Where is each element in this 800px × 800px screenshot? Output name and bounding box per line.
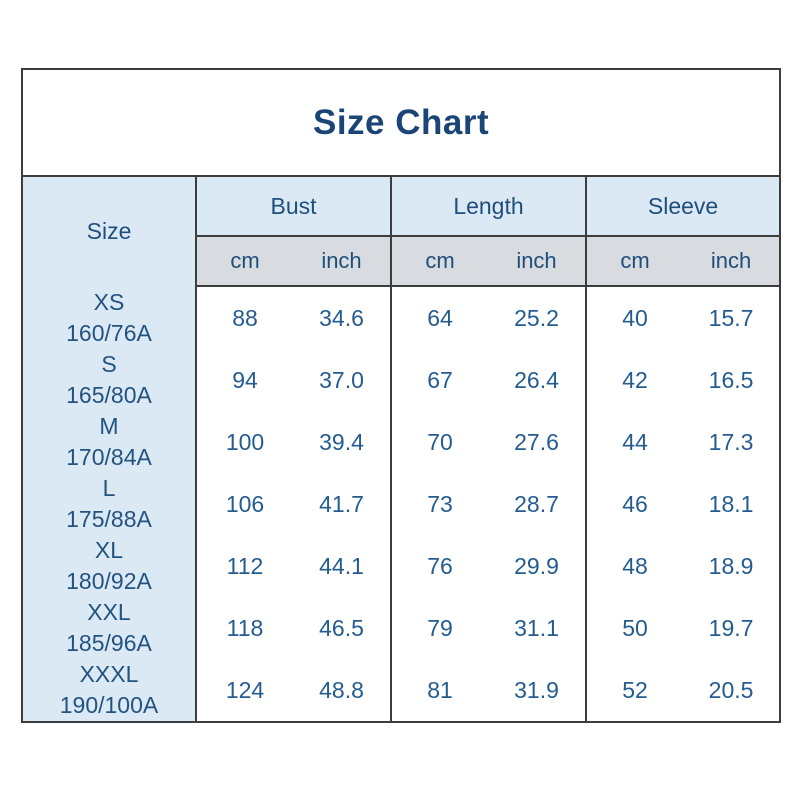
length-cm-value: 76: [390, 535, 488, 597]
bust-inch-value: 46.5: [293, 597, 391, 659]
bust-cm-value: 112: [195, 535, 293, 597]
size-code: 190/100A: [59, 692, 159, 718]
size-cell: L 175/88A: [22, 473, 196, 535]
size-code: 180/92A: [66, 568, 152, 594]
size-code: 175/88A: [66, 506, 152, 532]
size-code: 160/76A: [66, 319, 152, 346]
table-row-xs: XS 160/76A 88 34.6 64 25.2 40 15.7: [22, 286, 781, 349]
length-inch-value: 26.4: [488, 349, 586, 411]
column-header-bust: Bust: [195, 176, 391, 237]
sleeve-cm-value: 42: [585, 349, 683, 411]
length-inch-value: 29.9: [488, 535, 586, 597]
sleeve-cm-value: 44: [585, 411, 683, 473]
bust-cm-value: 88: [195, 286, 293, 349]
length-cm-value: 64: [390, 286, 488, 349]
bust-cm-value: 100: [195, 411, 293, 473]
sleeve-cm-value: 46: [585, 473, 683, 535]
group-header-row: Size Bust Length Sleeve: [22, 176, 781, 286]
sleeve-cm-value: 50: [585, 597, 683, 659]
size-label: XXL: [87, 599, 131, 625]
sleeve-inch-value: 19.7: [683, 597, 781, 659]
bust-inch-value: 48.8: [293, 659, 391, 722]
sleeve-cm-value: 52: [585, 659, 683, 722]
size-code: 165/80A: [66, 382, 152, 408]
bust-cm-value: 94: [195, 349, 293, 411]
column-header-size: Size: [22, 176, 196, 286]
sleeve-inch-value: 20.5: [683, 659, 781, 722]
sleeve-inch-value: 16.5: [683, 349, 781, 411]
size-cell: XS 160/76A: [22, 286, 196, 349]
length-inch-value: 31.9: [488, 659, 586, 722]
unit-header-sleeve-cm: cm: [585, 236, 683, 287]
size-code: 170/84A: [66, 444, 152, 470]
title-row: Size Chart: [22, 69, 781, 177]
bust-inch-value: 39.4: [293, 411, 391, 473]
bust-inch-value: 37.0: [293, 349, 391, 411]
table-row-l: L 175/88A 106 41.7 73 28.7 46 18.1: [22, 473, 781, 535]
sleeve-inch-value: 15.7: [683, 286, 781, 349]
size-label: XXXL: [79, 661, 139, 687]
unit-header-sleeve-inch: inch: [683, 236, 781, 287]
unit-header-length-cm: cm: [390, 236, 488, 287]
length-inch-value: 25.2: [488, 286, 586, 349]
size-label: S: [101, 351, 117, 377]
bust-cm-value: 124: [195, 659, 293, 722]
length-cm-value: 70: [390, 411, 488, 473]
column-header-sleeve: Sleeve: [584, 176, 781, 237]
bust-cm-value: 106: [195, 473, 293, 535]
size-label: L: [102, 475, 116, 501]
length-cm-value: 73: [390, 473, 488, 535]
unit-header-row: cm inch cm inch cm inch: [22, 236, 781, 287]
size-chart-table: Size Chart Size Bust Length Sleeve cm in…: [21, 68, 782, 723]
page-title: Size Chart: [22, 69, 781, 177]
size-cell: XXL 185/96A: [22, 597, 196, 659]
unit-header-bust-inch: inch: [293, 236, 391, 287]
table-row-m: M 170/84A 100 39.4 70 27.6 44 17.3: [22, 411, 781, 473]
sleeve-inch-value: 18.9: [683, 535, 781, 597]
size-code: 185/96A: [66, 630, 152, 656]
length-cm-value: 79: [390, 597, 488, 659]
length-inch-value: 28.7: [488, 473, 586, 535]
table-row-s: S 165/80A 94 37.0 67 26.4 42 16.5: [22, 349, 781, 411]
bust-inch-value: 41.7: [293, 473, 391, 535]
sleeve-inch-value: 18.1: [683, 473, 781, 535]
size-cell: XL 180/92A: [22, 535, 196, 597]
sleeve-inch-value: 17.3: [683, 411, 781, 473]
size-cell: M 170/84A: [22, 411, 196, 473]
size-label: XL: [94, 537, 124, 563]
table-row-xl: XL 180/92A 112 44.1 76 29.9 48 18.9: [22, 535, 781, 597]
bust-inch-value: 44.1: [293, 535, 391, 597]
column-header-length: Length: [390, 176, 586, 237]
length-cm-value: 81: [390, 659, 488, 722]
length-inch-value: 31.1: [488, 597, 586, 659]
length-cm-value: 67: [390, 349, 488, 411]
sleeve-cm-value: 40: [585, 286, 683, 349]
unit-header-length-inch: inch: [488, 236, 586, 287]
size-label: XS: [93, 288, 125, 315]
size-cell: XXXL 190/100A: [22, 659, 196, 722]
sleeve-cm-value: 48: [585, 535, 683, 597]
bust-cm-value: 118: [195, 597, 293, 659]
length-inch-value: 27.6: [488, 411, 586, 473]
size-cell: S 165/80A: [22, 349, 196, 411]
table-row-xxl: XXL 185/96A 118 46.5 79 31.1 50 19.7: [22, 597, 781, 659]
table-row-xxxl: XXXL 190/100A 124 48.8 81 31.9 52 20.5: [22, 659, 781, 722]
bust-inch-value: 34.6: [293, 286, 391, 349]
unit-header-bust-cm: cm: [195, 236, 293, 287]
size-label: M: [99, 413, 119, 439]
